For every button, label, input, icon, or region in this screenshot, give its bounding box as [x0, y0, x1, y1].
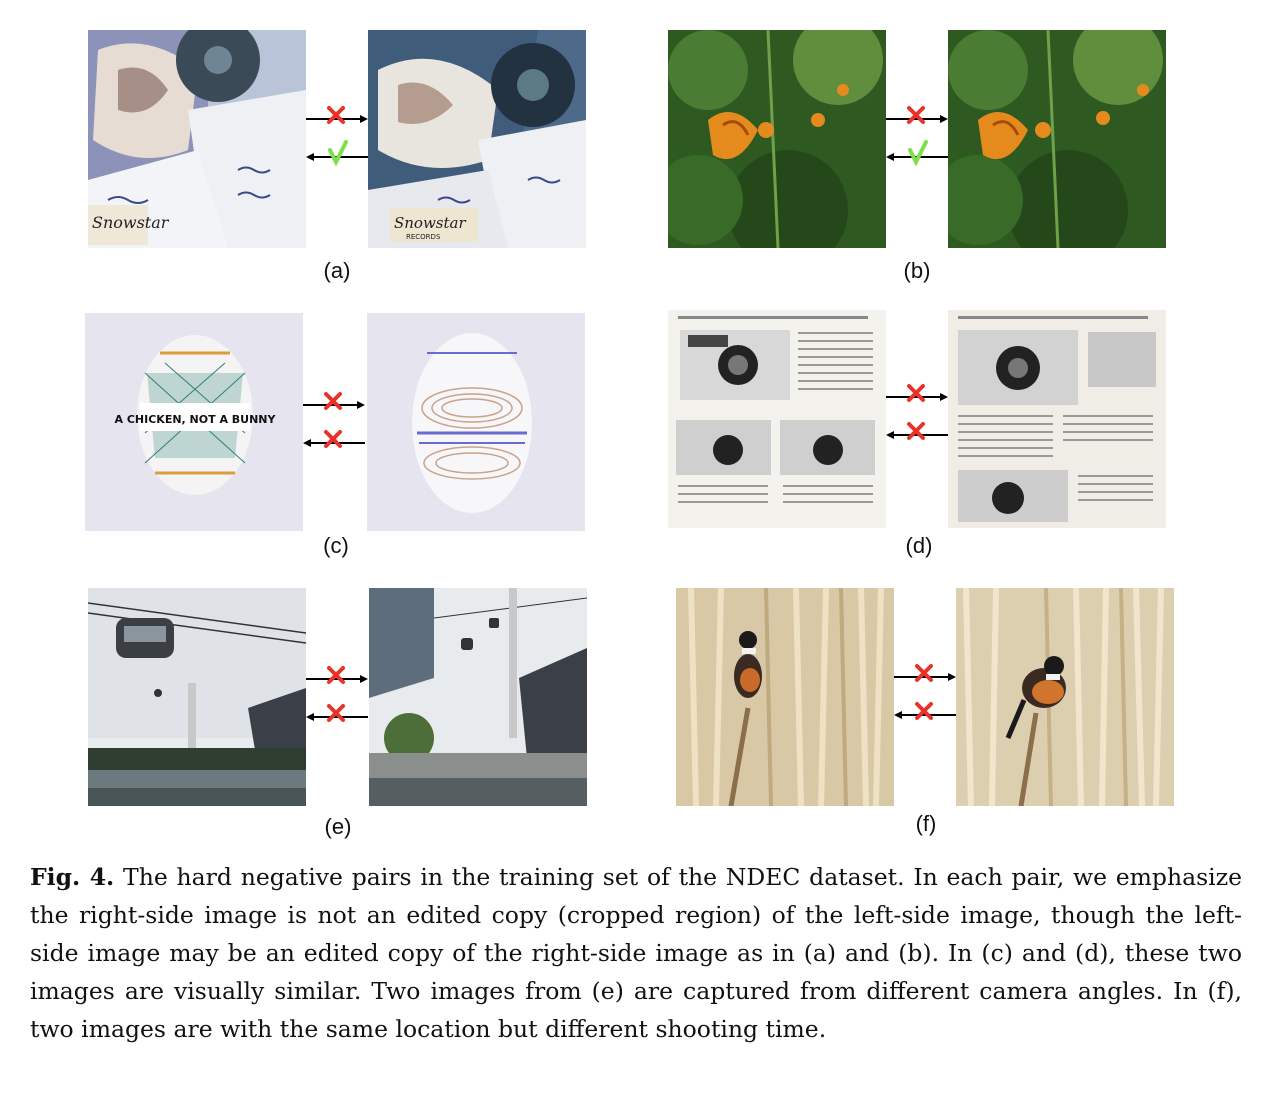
figure-label: Fig. 4.: [30, 863, 115, 891]
panel-f-left-image: [676, 588, 894, 806]
panel-a-left-image: Snowstar: [88, 30, 306, 248]
cross-icon: [327, 106, 345, 124]
panel-a-label: (a): [323, 258, 351, 283]
panel-a-right-image: Snowstar RECORDS: [368, 30, 586, 248]
cross-icon: [907, 106, 925, 124]
svg-text:RECORDS: RECORDS: [406, 233, 441, 241]
cross-icon: [907, 422, 925, 440]
cross-icon: [324, 430, 342, 448]
panel-b-label: (b): [903, 258, 931, 283]
check-icon: [328, 140, 348, 167]
panel-f-right-image: [956, 588, 1174, 806]
panel-e-left-image: [88, 588, 306, 806]
cross-icon: [327, 666, 345, 684]
figure-caption: Fig. 4. The hard negative pairs in the t…: [30, 858, 1242, 1048]
panel-d-left-image: [668, 310, 886, 528]
cross-icon: [324, 392, 342, 410]
panel-c-label: (c): [323, 533, 349, 558]
panel-b-right-image: [948, 30, 1166, 248]
panel-b-left-image: [668, 30, 886, 248]
panel-e-arrows: [306, 660, 368, 740]
panel-d-arrows: [886, 378, 948, 458]
svg-text:A CHICKEN, NOT A BUNNY: A CHICKEN, NOT A BUNNY: [115, 413, 277, 426]
panel-f-label: (f): [915, 811, 937, 836]
cross-icon: [327, 704, 345, 722]
panel-f-arrows: [894, 658, 956, 738]
cross-icon: [907, 384, 925, 402]
panel-e-right-image: [369, 588, 587, 806]
cross-icon: [915, 664, 933, 682]
check-icon: [908, 140, 928, 167]
svg-text:Snowstar: Snowstar: [92, 213, 170, 232]
panel-d-right-image: [948, 310, 1166, 528]
panel-c-left-image: A CHICKEN, NOT A BUNNY: [85, 313, 303, 531]
svg-text:Snowstar: Snowstar: [394, 214, 466, 232]
panel-c-right-image: [367, 313, 585, 531]
panel-a-arrows: [306, 100, 368, 180]
panel-b-arrows: [886, 100, 948, 180]
caption-text: The hard negative pairs in the training …: [30, 863, 1242, 1043]
panel-d-label: (d): [905, 533, 933, 558]
panel-e-label: (e): [324, 814, 352, 839]
panel-c-arrows: [303, 386, 365, 466]
cross-icon: [915, 702, 933, 720]
